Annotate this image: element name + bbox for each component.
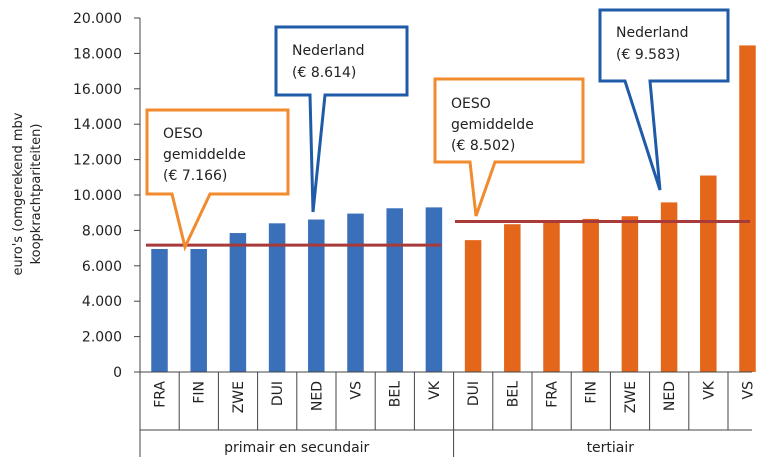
bar-tertiair-zwe	[621, 216, 639, 372]
oecd-callout-primair: OESO gemiddelde (€ 7.166)	[145, 108, 290, 252]
oecd-callout-primair-text: OESO	[163, 126, 203, 142]
bar-tertiair-bel	[504, 224, 521, 372]
oecd-callout-tertiair-text: OESO	[451, 96, 491, 112]
y-tick-label: 0	[113, 365, 122, 381]
x-tick-label: DUI	[270, 381, 286, 406]
x-tick-label: FRA	[153, 381, 169, 408]
x-tick-label: BEL	[505, 381, 521, 407]
axes	[134, 17, 752, 457]
y-tick-label: 18.000	[73, 46, 122, 62]
y-tick-label: 6.000	[82, 259, 122, 275]
y-tick-label: 14.000	[73, 117, 122, 133]
group-label: primair en secundair	[224, 440, 369, 456]
bar-tertiair-dui	[464, 240, 482, 372]
bar-primair-ned	[308, 219, 325, 372]
nl-callout-primair-shape	[274, 25, 409, 213]
average-lines	[146, 220, 750, 247]
bar-tertiair-vs	[739, 45, 756, 373]
bar-primair-zwe	[229, 233, 247, 372]
callouts: OESO gemiddelde (€ 7.166) Nederland (€ 8.614…	[145, 8, 730, 252]
x-tick-label: FIN	[192, 381, 208, 404]
bar-tertiair-vk	[700, 175, 717, 372]
oecd-callout-tertiair-text: gemiddelde	[451, 117, 534, 133]
x-tick-label: VK	[427, 380, 443, 400]
oecd-callout-tertiair-text: (€ 8.502)	[451, 138, 515, 154]
bar-primair-fin	[190, 248, 207, 372]
bar-primair-vk	[425, 207, 443, 372]
group-label: tertiair	[587, 440, 635, 456]
y-tick-label: 16.000	[73, 82, 122, 98]
bars	[151, 45, 756, 373]
bar-tertiair-fin	[582, 218, 599, 372]
bar-primair-fra	[151, 248, 168, 372]
y-axis-title: euro's (omgerekend mbv koopkrachtparitei…	[11, 112, 44, 275]
x-tick-label: VS	[741, 381, 757, 400]
x-tick-label: NED	[662, 381, 678, 411]
nl-callout-tertiair-text: Nederland	[616, 25, 689, 41]
nl-callout-tertiair: Nederland (€ 9.583)	[598, 8, 730, 191]
x-tick-label: BEL	[388, 381, 404, 407]
bar-tertiair-ned	[660, 202, 678, 372]
y-tick-label: 20.000	[73, 11, 122, 27]
oecd-callout-tertiair-shape	[433, 77, 585, 217]
bar-primair-bel	[386, 208, 403, 372]
y-axis-title-line-1: euro's (omgerekend mbv	[11, 112, 26, 275]
oecd-callout-primair-shape	[145, 108, 290, 252]
y-axis-ticks: 0 2.000 4.000 6.000 8.000 10.000 12.000 14.000 1…	[73, 11, 122, 381]
x-tick-label: DUI	[466, 381, 482, 406]
x-tick-label: ZWE	[231, 381, 247, 413]
y-axis-title-line-2: koopkrachtpariteiten)	[29, 124, 44, 265]
nl-callout-tertiair-text: (€ 9.583)	[616, 47, 680, 63]
bar-primair-vs	[347, 213, 364, 372]
y-tick-label: 2.000	[82, 330, 122, 346]
oecd-callout-tertiair: OESO gemiddelde (€ 8.502)	[433, 77, 585, 217]
x-tick-label: VS	[349, 381, 365, 400]
nl-callout-primair: Nederland (€ 8.614)	[274, 25, 409, 213]
x-tick-label: FRA	[545, 381, 561, 408]
bar-primair-dui	[268, 223, 286, 372]
y-tick-label: 8.000	[82, 223, 122, 239]
nl-callout-primair-text: Nederland	[292, 43, 365, 59]
y-tick-label: 10.000	[73, 188, 122, 204]
nl-callout-tertiair-shape	[598, 8, 730, 191]
nl-callout-primair-text: (€ 8.614)	[292, 65, 356, 81]
x-axis-labels: FRA FIN ZWE DUI NED VS BEL VK DUI BEL FRA FIN ZWE NED…	[153, 380, 757, 456]
y-tick-label: 12.000	[73, 153, 122, 169]
x-tick-label: FIN	[584, 381, 600, 404]
x-tick-label: ZWE	[623, 381, 639, 413]
oecd-callout-primair-text: gemiddelde	[163, 147, 246, 163]
bar-tertiair-fra	[543, 222, 560, 372]
x-tick-label: VK	[701, 380, 717, 400]
oecd-callout-primair-text: (€ 7.166)	[163, 168, 227, 184]
y-tick-label: 4.000	[82, 294, 122, 310]
x-tick-label: NED	[309, 381, 325, 411]
